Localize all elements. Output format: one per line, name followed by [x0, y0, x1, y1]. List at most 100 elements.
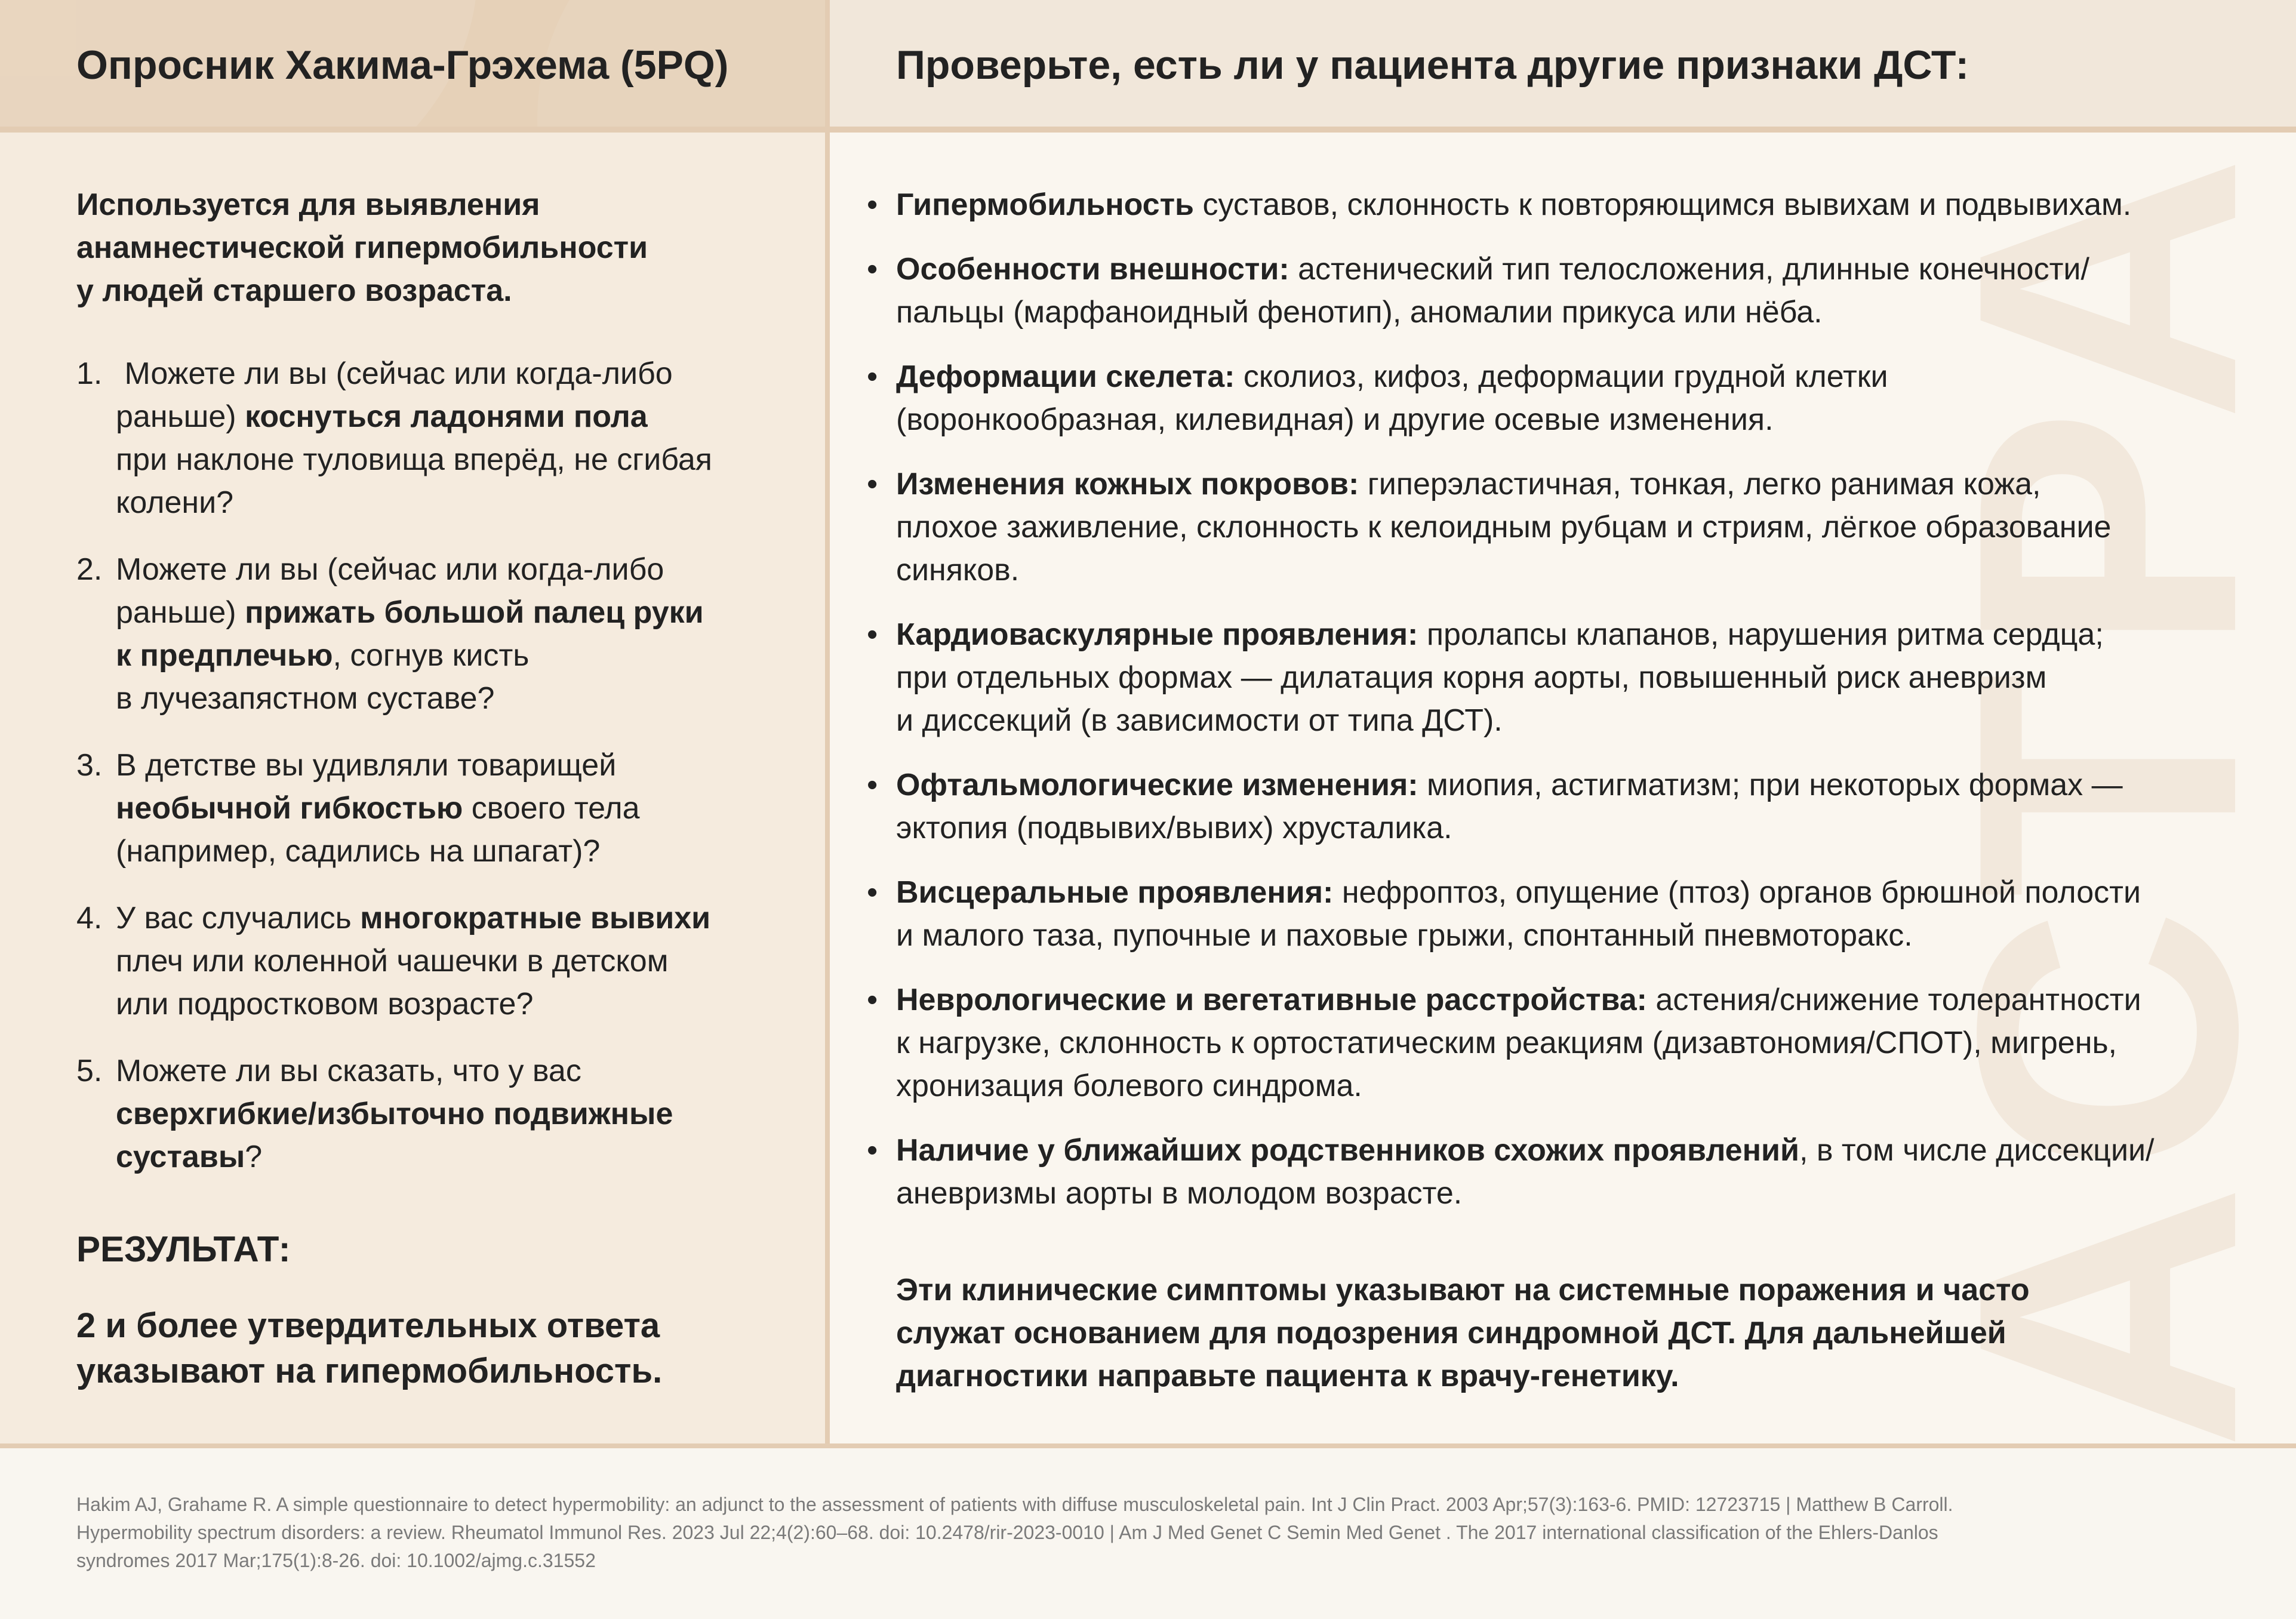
text: (воронкообразная, килевидная) и другие о… [896, 402, 1774, 437]
intro-line: анамнестической гипермобильности [76, 230, 648, 265]
text-line: Можете ли вы (сейчас или когда-либо [116, 352, 712, 395]
right-panel [830, 133, 2296, 1447]
bold-text: коснуться ладонями пола [245, 399, 648, 434]
question-item: 3. В детстве вы удивляли товарищей необычн… [76, 744, 817, 873]
result-line: указывают на гипермобильность. [76, 1352, 663, 1390]
text: и диссекций (в зависимости от типа ДСТ). [896, 703, 1503, 738]
bold-text: Офтальмологические изменения: [896, 768, 1418, 802]
text-line: Изменения кожных покровов: гиперэластичн… [896, 463, 2111, 506]
text: У вас случались [116, 901, 361, 935]
column-divider [825, 0, 830, 1447]
text-line: Висцеральные проявления: нефроптоз, опущ… [896, 871, 2141, 914]
question-text: Можете ли вы сказать, что у вас сверхгибк… [116, 1049, 673, 1178]
text-line: к предплечью, согнув кисть [116, 634, 704, 677]
right-header [830, 0, 2296, 127]
text-line: Офтальмологические изменения: миопия, ас… [896, 764, 2123, 807]
text: , согнув кисть [333, 638, 530, 673]
bullet-icon: • [867, 983, 878, 1017]
text-line: Кардиоваскулярные проявления: пролапсы к… [896, 613, 2104, 656]
conclusion-line: служат основанием для подозрения синдром… [896, 1316, 2006, 1350]
bold-text: Деформации скелета: [896, 359, 1235, 394]
text: ? [245, 1140, 263, 1174]
bullet-icon: • [867, 1133, 878, 1168]
text: (например, садились на шпагат)? [116, 834, 601, 869]
question-item: 4. У вас случались многократные вывихи пле… [76, 897, 817, 1026]
bold-text: прижать большой палец руки [245, 595, 704, 630]
question-text: Можете ли вы (сейчас или когда-либо раньш… [116, 548, 704, 720]
text-line: при отдельных формах — дилатация корня а… [896, 656, 2104, 699]
text: при отдельных формах — дилатация корня а… [896, 660, 2047, 695]
dst-signs-title: Проверьте, есть ли у пациента другие при… [896, 42, 1969, 88]
bold-text: Наличие у ближайших родственников схожих… [896, 1133, 1799, 1168]
question-text: В детстве вы удивляли товарищей необычной… [116, 744, 640, 873]
text: плеч или коленной чашечки в детском [116, 944, 669, 978]
bullet-icon: • [867, 467, 878, 501]
text-line: необычной гибкостью своего тела [116, 787, 640, 830]
text: астенический тип телосложения, длинные к… [1289, 252, 2089, 287]
text-line: раньше) прижать большой палец руки [116, 591, 704, 634]
text-line: хронизация болевого синдрома. [896, 1064, 2141, 1107]
sign-text: Кардиоваскулярные проявления: пролапсы к… [896, 613, 2104, 742]
text-line: эктопия (подвывих/вывих) хрусталика. [896, 807, 2123, 849]
sign-text: Изменения кожных покровов: гиперэластичн… [896, 463, 2111, 592]
text: сколиоз, кифоз, деформации грудной клетк… [1235, 359, 1888, 394]
text-line: аневризмы аорты в молодом возрасте. [896, 1172, 2154, 1215]
text-line: (воронкообразная, килевидная) и другие о… [896, 398, 1888, 441]
text-line: и диссекций (в зависимости от типа ДСТ). [896, 699, 2104, 742]
header-decoration [537, 0, 825, 127]
bullet-icon: • [867, 875, 878, 910]
sign-text: Неврологические и вегетативные расстройс… [896, 978, 2141, 1107]
bold-text: Висцеральные проявления: [896, 875, 1334, 910]
sign-item: • Особенности внешности: астенический тип… [867, 248, 2270, 334]
sign-item: • Гипермобильность суставов, склонность к… [867, 183, 2270, 226]
bullet-icon: • [867, 187, 878, 222]
text-line: Можете ли вы сказать, что у вас [116, 1049, 673, 1092]
text-line: плохое заживление, склонность к келоидны… [896, 506, 2111, 549]
text-line: Гипермобильность суставов, склонность к … [896, 183, 2131, 226]
text: колени? [116, 485, 234, 520]
conclusion-text: Эти клинические симптомы указывают на си… [896, 1269, 2030, 1398]
bullet-icon: • [867, 768, 878, 802]
text: Можете ли вы сказать, что у вас [116, 1054, 581, 1088]
bold-text: сверхгибкие/избыточно подвижные [116, 1097, 673, 1131]
text-line: пальцы (марфаноидный фенотип), аномалии … [896, 291, 2089, 334]
text: пальцы (марфаноидный фенотип), аномалии … [896, 295, 1823, 330]
text: раньше) [116, 399, 245, 434]
sign-item: • Офтальмологические изменения: миопия, а… [867, 764, 2270, 849]
bold-text: многократные вывихи [360, 901, 711, 935]
text-line: в лучезапястном суставе? [116, 677, 704, 720]
sign-item: • Неврологические и вегетативные расстрой… [867, 978, 2270, 1107]
question-text: Можете ли вы (сейчас или когда-либо раньш… [116, 352, 712, 524]
text: Можете ли вы (сейчас или когда-либо [116, 356, 673, 391]
text-line: при наклоне туловища вперёд, не сгибая [116, 438, 712, 481]
bold-text: Особенности внешности: [896, 252, 1289, 287]
text-line: Особенности внешности: астенический тип … [896, 248, 2089, 291]
bullet-icon: • [867, 359, 878, 394]
text-line: Деформации скелета: сколиоз, кифоз, дефо… [896, 355, 1888, 398]
text-line: суставы? [116, 1135, 673, 1178]
reference-line: Hakim AJ, Grahame R. A simple questionna… [76, 1494, 1953, 1515]
conclusion-line: диагностики направьте пациента к врачу-г… [896, 1359, 1679, 1393]
sign-item: • Висцеральные проявления: нефроптоз, опу… [867, 871, 2270, 957]
bold-text: Неврологические и вегетативные расстройс… [896, 983, 1647, 1017]
sign-item: • Наличие у ближайших родственников схожи… [867, 1129, 2270, 1215]
text: к нагрузке, склонность к ортостатическим… [896, 1026, 2117, 1060]
text: при наклоне туловища вперёд, не сгибая [116, 442, 712, 477]
sign-text: Наличие у ближайших родственников схожих… [896, 1129, 2154, 1215]
text: В детстве вы удивляли товарищей [116, 748, 617, 783]
intro-line: у людей старшего возраста. [76, 273, 512, 308]
text: раньше) [116, 595, 245, 630]
header-divider [0, 127, 2296, 133]
text: плохое заживление, склонность к келоидны… [896, 510, 2112, 544]
text-line: синяков. [896, 549, 2111, 592]
text-line: к нагрузке, склонность к ортостатическим… [896, 1021, 2141, 1064]
reference-line: Hypermobility spectrum disorders: a revi… [76, 1522, 1938, 1543]
text: аневризмы аорты в молодом возрасте. [896, 1176, 1463, 1211]
result-text: 2 и более утвердительных ответа указываю… [76, 1303, 662, 1394]
text: астения/снижение толерантности [1646, 983, 2141, 1017]
question-item: 1. Можете ли вы (сейчас или когда-либо ра… [76, 352, 817, 524]
left-panel [0, 133, 825, 1447]
result-heading: РЕЗУЛЬТАТ: [76, 1229, 291, 1269]
dst-signs-list: • Гипермобильность суставов, склонность к… [867, 183, 2270, 1236]
result-line: 2 и более утвердительных ответа [76, 1306, 660, 1345]
